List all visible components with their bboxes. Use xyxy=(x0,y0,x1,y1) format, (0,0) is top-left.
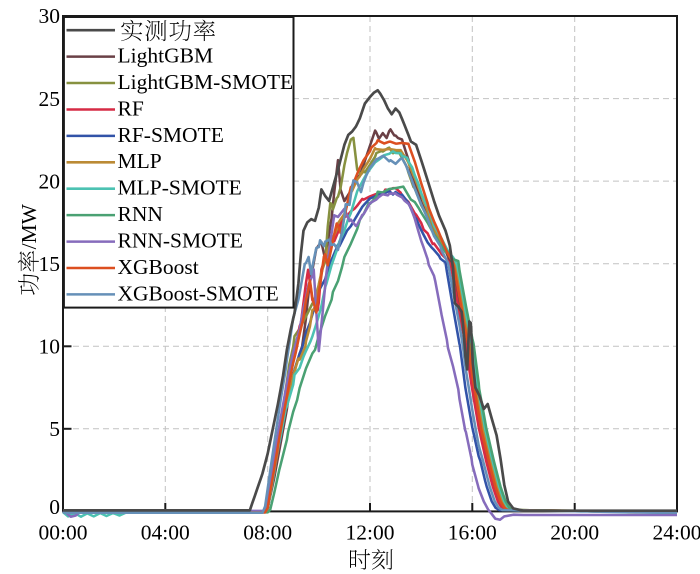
svg-text:30: 30 xyxy=(39,4,61,28)
svg-text:24:00: 24:00 xyxy=(653,521,700,545)
svg-text:RNN: RNN xyxy=(118,202,164,226)
svg-text:08:00: 08:00 xyxy=(243,521,292,545)
svg-text:XGBoost: XGBoost xyxy=(118,255,199,279)
svg-text:/MW: /MW xyxy=(17,203,41,249)
svg-text:25: 25 xyxy=(39,87,61,111)
svg-text:RNN-SMOTE: RNN-SMOTE xyxy=(118,229,243,253)
svg-text:15: 15 xyxy=(39,252,61,276)
svg-text:20: 20 xyxy=(39,169,61,193)
svg-text:LightGBM: LightGBM xyxy=(118,44,214,68)
svg-text:XGBoost-SMOTE: XGBoost-SMOTE xyxy=(118,281,279,305)
svg-text:0: 0 xyxy=(49,495,60,519)
svg-text:RF: RF xyxy=(118,96,144,120)
svg-text:12:00: 12:00 xyxy=(346,521,395,545)
svg-text:00:00: 00:00 xyxy=(39,521,88,545)
svg-text:MLP: MLP xyxy=(118,149,162,173)
svg-text:20:00: 20:00 xyxy=(550,521,599,545)
svg-text:LightGBM-SMOTE: LightGBM-SMOTE xyxy=(118,70,294,94)
svg-text:10: 10 xyxy=(39,335,61,359)
svg-text:16:00: 16:00 xyxy=(448,521,497,545)
svg-text:RF-SMOTE: RF-SMOTE xyxy=(118,123,224,147)
svg-text:5: 5 xyxy=(49,417,60,441)
svg-text:MLP-SMOTE: MLP-SMOTE xyxy=(118,176,242,200)
svg-text:04:00: 04:00 xyxy=(141,521,190,545)
